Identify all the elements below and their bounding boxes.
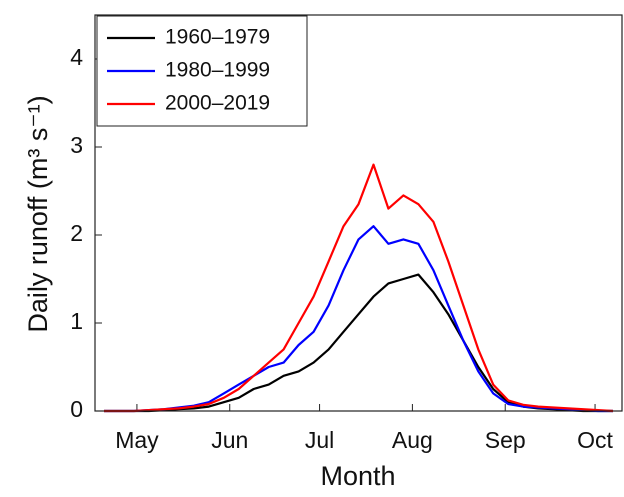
y-tick-label: 4 bbox=[70, 44, 83, 70]
y-tick-label: 1 bbox=[70, 308, 83, 334]
x-tick-label: Jul bbox=[305, 427, 334, 453]
x-tick-label: May bbox=[115, 427, 159, 453]
series-line bbox=[104, 225, 613, 413]
series-line bbox=[104, 273, 613, 413]
legend-label: 1960–1979 bbox=[165, 26, 270, 49]
x-tick-label: Jun bbox=[211, 427, 248, 453]
y-tick-label: 3 bbox=[70, 132, 83, 158]
x-tick-label: Aug bbox=[392, 427, 433, 453]
x-tick-label: Oct bbox=[577, 427, 613, 453]
series-line bbox=[104, 163, 614, 413]
x-axis-label: Month bbox=[320, 461, 395, 491]
y-axis-label: Daily runoff (m³ s⁻¹) bbox=[23, 95, 53, 332]
y-tick-label: 2 bbox=[70, 220, 83, 246]
y-tick-label: 0 bbox=[70, 396, 83, 422]
x-tick-label: Sep bbox=[485, 427, 526, 453]
legend-label: 1980–1999 bbox=[165, 59, 270, 82]
plot-frame bbox=[94, 14, 623, 412]
legend-label: 2000–2019 bbox=[165, 92, 270, 115]
